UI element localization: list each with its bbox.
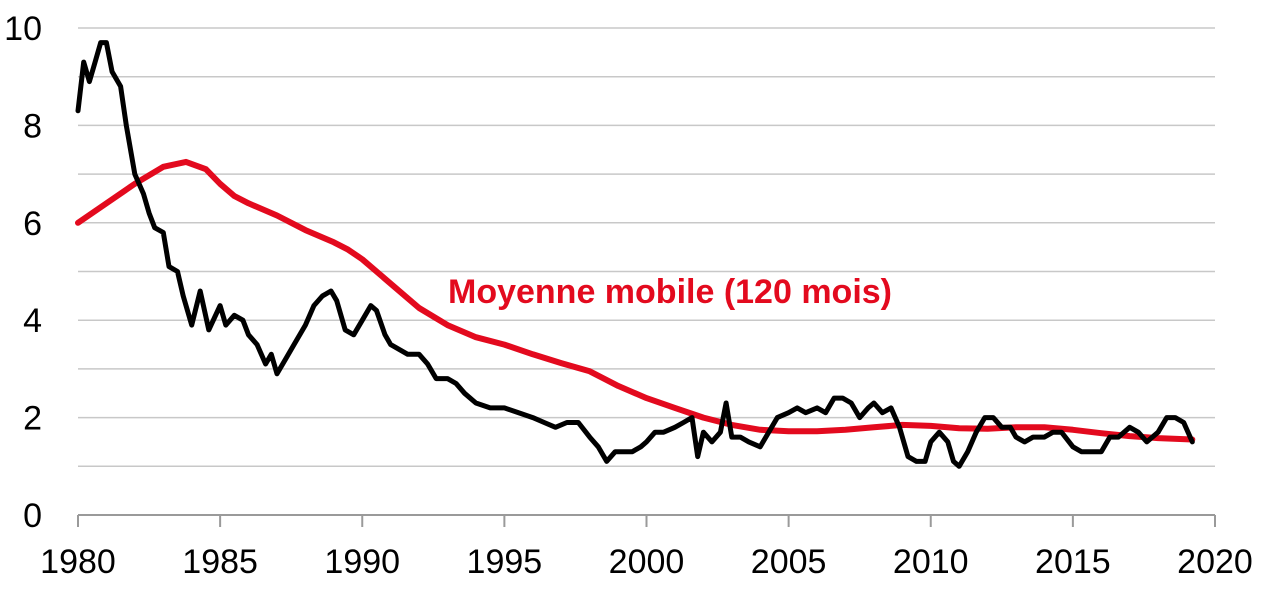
y-tick-label: 2 xyxy=(23,400,42,438)
y-tick-label: 6 xyxy=(23,205,42,243)
x-tick-label: 1990 xyxy=(324,543,400,581)
x-tick-label: 1985 xyxy=(182,543,258,581)
x-tick-label: 2015 xyxy=(1035,543,1111,581)
series-line-moving-average xyxy=(75,158,1196,443)
x-tick-label: 2020 xyxy=(1177,543,1253,581)
x-tick-label: 1980 xyxy=(40,543,116,581)
x-tick-label: 2005 xyxy=(751,543,827,581)
x-tick-label: 2010 xyxy=(893,543,969,581)
x-tick-label: 1995 xyxy=(467,543,543,581)
moving-average-annotation: Moyenne mobile (120 mois) xyxy=(448,273,892,311)
x-axis: 1980 1985 1990 1995 2000 2005 2010 2015 2020 xyxy=(40,514,1253,581)
y-tick-label: 10 xyxy=(4,10,42,48)
y-tick-label: 8 xyxy=(23,107,42,145)
series-layer xyxy=(75,40,1196,469)
y-axis: 0 2 4 6 8 10 xyxy=(4,10,42,535)
gridlines xyxy=(78,27,1215,468)
x-tick-label: 2000 xyxy=(609,543,685,581)
y-tick-label: 0 xyxy=(23,497,42,535)
series-line-monthly xyxy=(75,40,1195,469)
y-tick-label: 4 xyxy=(23,302,42,340)
